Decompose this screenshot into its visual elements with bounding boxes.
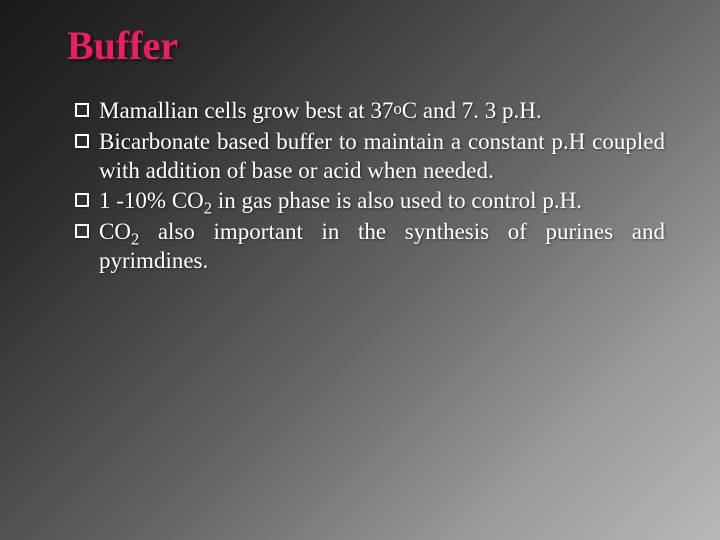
bullet-item: CO2 also important in the synthesis of p… [75, 218, 665, 276]
bullet-item: Bicarbonate based buffer to maintain a c… [75, 128, 665, 186]
bullet-text: CO2 also important in the synthesis of p… [99, 218, 665, 276]
bullet-list: Mamallian cells grow best at 37oC and 7.… [75, 97, 665, 276]
slide-title: Buffer [67, 22, 665, 69]
bullet-item: Mamallian cells grow best at 37oC and 7.… [75, 97, 665, 126]
bullet-marker-icon [75, 103, 89, 117]
bullet-marker-icon [75, 193, 89, 207]
slide-container: Buffer Mamallian cells grow best at 37oC… [0, 0, 720, 540]
bullet-item: 1 -10% CO2 in gas phase is also used to … [75, 187, 665, 216]
bullet-marker-icon [75, 134, 89, 148]
bullet-text: Bicarbonate based buffer to maintain a c… [99, 128, 665, 186]
bullet-text: 1 -10% CO2 in gas phase is also used to … [99, 187, 665, 216]
bullet-marker-icon [75, 224, 89, 238]
bullet-text: Mamallian cells grow best at 37oC and 7.… [99, 97, 665, 126]
